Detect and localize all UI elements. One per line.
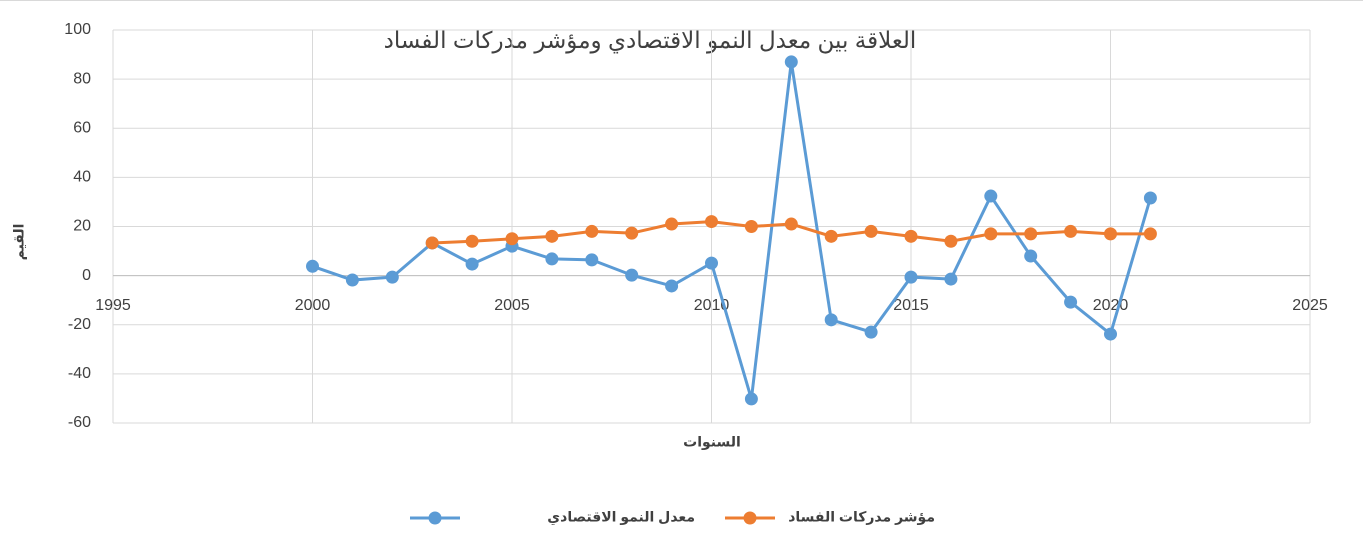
data-point xyxy=(705,256,718,270)
data-point xyxy=(984,189,998,203)
data-point xyxy=(545,252,559,266)
data-point xyxy=(784,217,798,231)
data-point xyxy=(1064,295,1078,309)
y-tick-label: 0 xyxy=(82,267,91,284)
chart-title: العلاقة بين معدل النمو الاقتصادي ومؤشر م… xyxy=(384,27,917,54)
x-axis-title: السنوات xyxy=(683,434,741,451)
data-point xyxy=(944,234,958,248)
data-point xyxy=(984,227,998,241)
legend-marker xyxy=(428,511,442,525)
data-point xyxy=(784,55,798,69)
legend-marker xyxy=(743,511,757,525)
x-tick-label: 2020 xyxy=(1093,297,1129,314)
data-point xyxy=(744,392,758,406)
data-point xyxy=(465,257,479,271)
x-tick-label: 2005 xyxy=(494,297,530,314)
data-point xyxy=(625,268,639,282)
data-point xyxy=(306,259,319,273)
data-point xyxy=(824,229,838,243)
data-point xyxy=(665,279,679,293)
data-point xyxy=(1143,227,1157,241)
data-point xyxy=(1024,249,1038,263)
data-point xyxy=(904,229,918,243)
data-point xyxy=(864,224,878,238)
x-tick-label: 2010 xyxy=(694,297,730,314)
data-point xyxy=(1024,227,1038,241)
data-point xyxy=(1104,327,1117,341)
y-tick-label: 40 xyxy=(73,169,91,186)
data-point xyxy=(345,273,359,287)
series-line xyxy=(312,61,1152,400)
y-tick-label: -20 xyxy=(68,316,91,333)
legend-label: مؤشر مدركات الفساد xyxy=(788,509,935,526)
y-tick-label: -60 xyxy=(68,414,91,431)
data-point xyxy=(465,234,479,248)
data-point xyxy=(944,272,958,286)
data-point xyxy=(1143,191,1157,205)
data-point xyxy=(824,313,838,327)
data-point xyxy=(505,232,519,246)
y-tick-label: 100 xyxy=(64,21,91,38)
data-point xyxy=(545,229,559,243)
data-point xyxy=(425,236,439,250)
y-axis-title: القيم xyxy=(11,224,27,261)
data-point xyxy=(625,226,639,240)
legend-label: معدل النمو الاقتصادي xyxy=(547,509,695,527)
data-point xyxy=(744,220,758,233)
x-tick-label: 2000 xyxy=(295,297,331,314)
data-point xyxy=(585,224,599,238)
data-point xyxy=(1064,224,1078,238)
y-tick-label: 20 xyxy=(73,218,91,235)
data-point xyxy=(904,270,918,284)
x-tick-label: 2015 xyxy=(893,297,929,314)
data-point xyxy=(864,325,878,339)
data-point xyxy=(585,253,599,267)
x-tick-label: 1995 xyxy=(95,297,131,314)
y-tick-label: 60 xyxy=(73,119,91,136)
y-tick-label: 80 xyxy=(73,70,91,87)
y-tick-label: -40 xyxy=(68,365,91,382)
data-point xyxy=(665,217,679,231)
data-point xyxy=(1104,227,1117,241)
data-point xyxy=(705,215,718,229)
data-point xyxy=(385,270,399,284)
x-tick-label: 2025 xyxy=(1292,297,1328,314)
